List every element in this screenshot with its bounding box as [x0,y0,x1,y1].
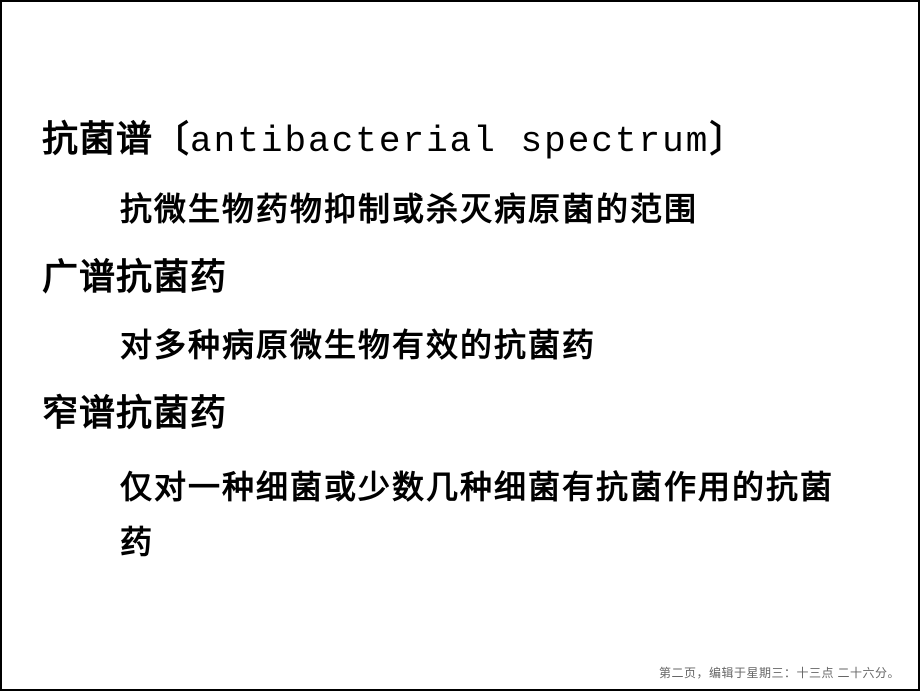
definition-1: 抗微生物药物抑制或杀灭病原菌的范围 [42,182,878,236]
definition-3: 仅对一种细菌或少数几种细菌有抗菌作用的抗菌药 [42,460,878,569]
slide-container: 抗菌谱〔antibacterial spectrum〕 抗微生物药物抑制或杀灭病… [0,0,920,691]
term-3: 窄谱抗菌药 [42,386,878,442]
term-1: 抗菌谱〔antibacterial spectrum〕 [42,112,878,170]
definition-2: 对多种病原微生物有效的抗菌药 [42,318,878,372]
bullet-marker: ▪ [392,340,402,350]
term-1-en: antibacterial spectrum [190,121,709,162]
term-2: 广谱抗菌药 [42,250,878,306]
term-1-cn: 抗菌谱 [42,119,153,159]
bracket-open: 〔 [153,119,190,159]
bracket-close: 〕 [709,119,746,159]
page-footer: 第二页，编辑于星期三：十三点 二十六分。 [659,664,900,681]
